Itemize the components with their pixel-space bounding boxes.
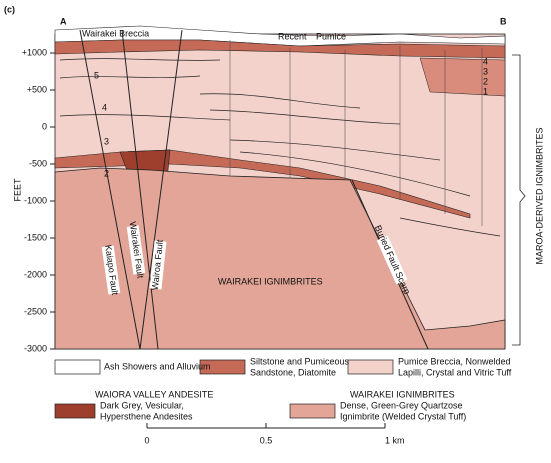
scale-label: 0.5 <box>260 435 273 445</box>
panel-label: (c) <box>4 4 15 14</box>
unit-number: 2 <box>104 168 109 178</box>
legend-label: Dark Grey, Vesicular, <box>100 400 184 410</box>
legend-label: Dense, Green-Grey Quartzose <box>340 400 463 410</box>
y-tick-label: -3000 <box>24 343 47 353</box>
bracket <box>512 54 526 346</box>
scale-label: 1 km <box>385 435 405 445</box>
fault-label-bg <box>126 225 146 275</box>
unit-number: 4 <box>102 102 107 112</box>
y-tick-label: -500 <box>29 158 47 168</box>
unit-label: WAIRAKEI IGNIMBRITES <box>218 276 323 286</box>
unit-number: 5 <box>94 70 99 80</box>
bracket-label: MAROA-DERIVED IGNIMBRITES <box>534 127 544 264</box>
fault-label-bg <box>101 245 121 295</box>
legend-label: Lapilli, Crystal and Vitric Tuff <box>398 367 512 377</box>
y-tick-label: 0 <box>42 121 47 131</box>
legend-label: Siltstone and Pumiceous <box>250 356 350 366</box>
legend-label: Sandstone, Diatomite <box>250 367 336 377</box>
legend-label: Ignimbrite (Welded Crystal Tuff) <box>340 411 466 421</box>
legend-label: Hypersthene Andesites <box>100 411 193 421</box>
section-end: A <box>60 16 67 26</box>
unit-label: Recent <box>278 31 307 41</box>
legend <box>54 359 394 419</box>
y-tick-label: -1500 <box>24 232 47 242</box>
cross-section <box>54 25 506 350</box>
legend-label: Pumice Breccia, Nonwelded <box>398 356 511 366</box>
unit-number: 4 <box>483 56 488 66</box>
legend-heading: WAIRAKEI IGNIMBRITES <box>350 389 455 399</box>
legend-heading: WAIORA VALLEY ANDESITE <box>95 389 213 399</box>
fault-label-bg <box>376 235 408 285</box>
unit-label: Wairakei Breccia <box>82 28 149 38</box>
y-tick-label: +500 <box>27 84 47 94</box>
unit-number: 3 <box>104 136 109 146</box>
scale-label: 0 <box>144 435 149 445</box>
y-tick-label: +1000 <box>22 47 47 57</box>
fault-label-bg <box>149 240 167 290</box>
legend-label: Ash Showers and Alluvium <box>104 361 211 371</box>
unit-number: 1 <box>483 86 488 96</box>
unit-number: 2 <box>483 76 488 86</box>
axis-label: FEET <box>12 178 22 202</box>
scale-bar <box>146 423 386 429</box>
y-tick-label: -1000 <box>24 195 47 205</box>
y-tick-label: -2500 <box>24 306 47 316</box>
section-end: B <box>500 16 507 26</box>
unit-label: Pumice <box>316 31 346 41</box>
y-tick-label: -2000 <box>24 269 47 279</box>
unit-number: 3 <box>483 66 488 76</box>
